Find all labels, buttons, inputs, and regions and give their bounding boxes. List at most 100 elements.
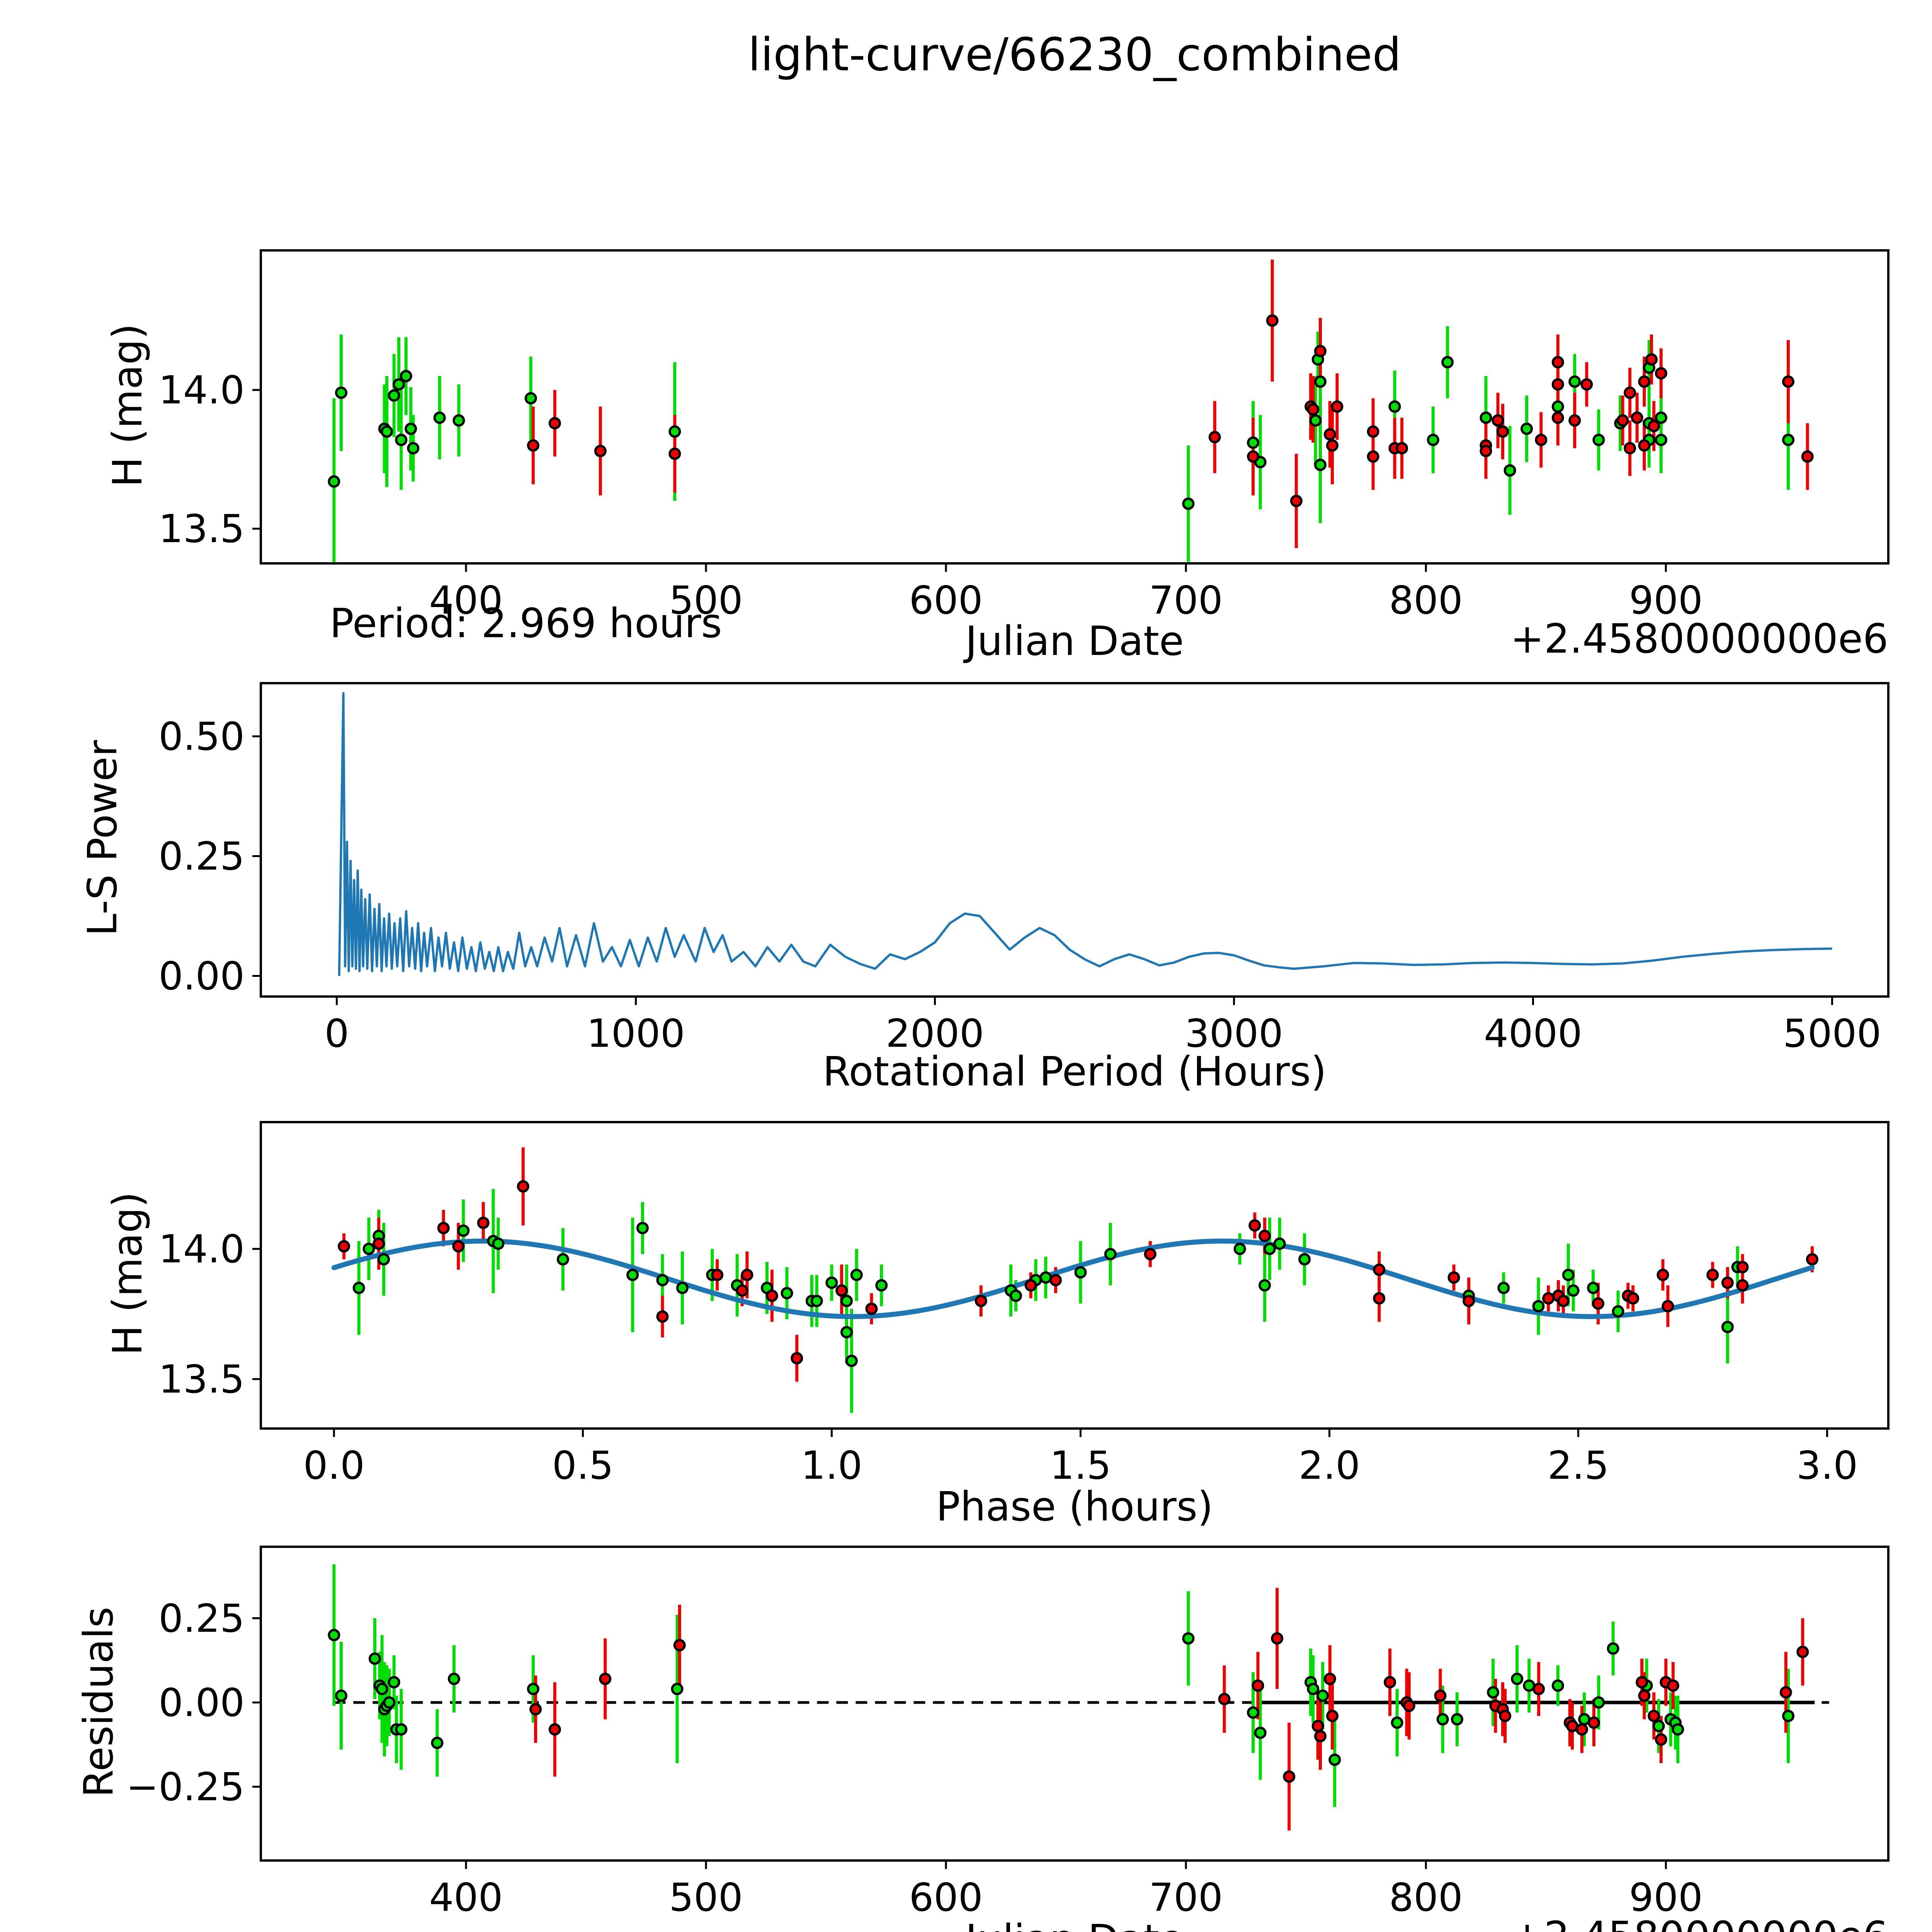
dataset-red-point [548,417,561,430]
dataset-green-point [383,1696,396,1709]
dataset-red-point [656,1310,669,1323]
dataset-green-point [875,1279,888,1292]
dataset-green-point [1568,375,1581,388]
panel-jd-lightcurve: 400 500 600 700 800 900 13.5 14.0 [158,249,1889,623]
x-tick-label: 0 [325,1011,349,1056]
periodogram-curve [338,692,1832,976]
dataset-red-point [1557,1294,1570,1307]
dataset-green-point [1782,434,1795,446]
dataset-red-point [1447,1271,1460,1284]
x-tick-label: 700 [1149,578,1223,623]
dataset-red-point [529,1703,542,1716]
dataset-red-point [1434,1689,1447,1702]
dataset-red-point [1403,1699,1415,1712]
dataset-red-point [1326,439,1339,452]
dataset-green-point [328,1629,340,1641]
dataset-green-point [1782,1709,1795,1722]
dataset-green-point [1655,412,1667,424]
dataset-red-point [1551,356,1564,369]
xlabel-phase-folded: Phase (hours) [936,1483,1213,1530]
dataset-red-point [437,1222,450,1235]
x-tick-label: 4000 [1484,1011,1582,1056]
dataset-green-point [656,1274,669,1286]
dataset-red-point [1367,450,1379,463]
axes-spines [260,682,1889,998]
dataset-red-point [452,1240,465,1253]
dataset-red-point [1638,1689,1651,1702]
y-tick-label: 0.50 [158,714,245,759]
dataset-red-point [1631,412,1643,424]
xlabel-periodogram: Rotational Period (Hours) [823,1048,1327,1095]
dataset-red-point [1373,1292,1386,1305]
dataset-green-point [1039,1271,1052,1284]
dataset-red-point [372,1237,385,1250]
dataset-green-point [1592,434,1605,446]
dataset-red-point [1655,1733,1667,1746]
dataset-red-point [1252,1679,1264,1692]
dataset-red-point [1624,386,1636,399]
dataset-red-point [1283,1770,1296,1783]
y-tick-label: 13.5 [158,1357,245,1402]
dataset-green-point [1307,1683,1320,1696]
dataset-red-point [1326,1709,1339,1722]
dataset-red-point [1480,445,1492,457]
dataset-red-point [1616,414,1629,427]
figure-title: light-curve/66230_combined [748,28,1401,81]
dataset-green-point [452,414,465,427]
panel-phase-folded: 0.0 0.5 1.0 1.5 2.0 2.5 3.0 13.5 14.0 [158,1121,1889,1488]
dataset-red-point [1259,1230,1271,1242]
y-tick-label: −0.25 [126,1764,245,1810]
dataset-green-point [1652,1720,1665,1732]
dataset-red-point [1636,1676,1648,1689]
dataset-green-point [825,1276,838,1289]
dataset-red-point [1271,1632,1284,1645]
dataset-green-point [433,412,446,424]
dataset-red-point [527,439,539,452]
dataset-red-point [1496,425,1509,438]
dataset-green-point [1233,1243,1246,1255]
dataset-green-point [1182,1632,1195,1645]
dataset-green-point [395,434,408,446]
x-tick-label: 500 [669,578,743,623]
axes-spines [260,249,1889,565]
dataset-green-point [381,425,393,438]
dataset-green-point [1587,1282,1600,1294]
x-offset-text-top: +2.4580000000e6 [1510,615,1888,662]
dataset-red-point [1736,1261,1749,1274]
dataset-green-point [457,1224,470,1237]
dataset-green-point [378,1253,390,1266]
dataset-red-point [1049,1274,1062,1286]
dataset-red-point [1311,1720,1324,1732]
ylabel-residuals: Residuals [75,1607,122,1798]
x-tick-label: 1.5 [1050,1443,1111,1488]
dataset-green-point [335,1689,348,1702]
dataset-red-point [1499,1709,1512,1722]
dataset-green-point [1511,1672,1524,1685]
dataset-red-point [1314,1730,1327,1743]
dataset-green-point [1316,1689,1329,1702]
dataset-green-point [1328,1753,1341,1766]
dataset-green-point [1436,1713,1449,1726]
y-tick-label: 14.0 [158,367,245,413]
dataset-green-point [1427,434,1439,446]
dataset-red-point [1396,442,1408,454]
dataset-green-point [1592,1696,1605,1709]
dataset-green-point [556,1253,569,1266]
dataset-red-point [791,1352,803,1365]
dataset-green-point [1487,1686,1500,1699]
dataset-red-point [1535,434,1548,446]
dataset-green-point [1567,1284,1580,1297]
dataset-green-point [447,1672,460,1685]
dataset-green-point [671,1683,684,1696]
x-tick-label: 1000 [587,1011,685,1056]
dataset-green-point [1655,434,1667,446]
dataset-green-point [810,1294,823,1307]
dataset-red-point [1575,1723,1588,1736]
dataset-red-point [1624,442,1636,454]
dataset-green-point [1607,1642,1619,1655]
y-tick-label: 0.00 [158,954,245,999]
dataset-green-point [393,378,405,391]
dataset-green-point [1298,1253,1311,1266]
dataset-red-point [1492,414,1504,427]
